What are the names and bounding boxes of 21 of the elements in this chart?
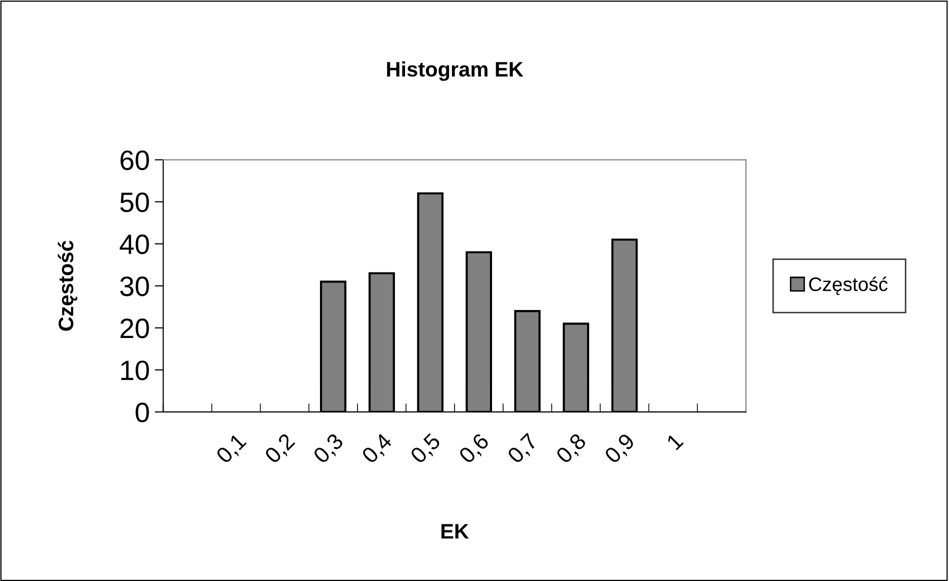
x-tick-label: 0,8 — [555, 432, 589, 466]
y-tick-label: 50 — [120, 192, 149, 212]
x-tick-label: 0,2 — [264, 432, 298, 466]
y-tick-label: 20 — [120, 318, 149, 338]
x-axis-title: EK — [441, 524, 469, 539]
y-tick-label: 10 — [121, 360, 149, 380]
x-tick-label: 0,5 — [409, 432, 444, 466]
x-tick-label: 0,1 — [215, 432, 249, 466]
y-axis-title: Częstość — [58, 240, 78, 331]
x-tick-label: 0,4 — [360, 432, 395, 466]
y-tick-label: 60 — [120, 150, 149, 170]
x-tick-label: 0,9 — [604, 432, 638, 466]
x-tick-label: 0,6 — [458, 432, 492, 466]
x-tick-label: 0,3 — [312, 432, 346, 466]
y-tick-label: 0 — [136, 402, 149, 422]
chart-title: Histogram EK — [387, 61, 524, 81]
y-tick-label: 30 — [120, 276, 149, 296]
legend-label: Częstość — [809, 276, 888, 296]
y-tick-label: 40 — [120, 234, 149, 254]
x-tick-label: 0,7 — [506, 432, 540, 466]
x-tick-label: 1 — [666, 432, 684, 450]
